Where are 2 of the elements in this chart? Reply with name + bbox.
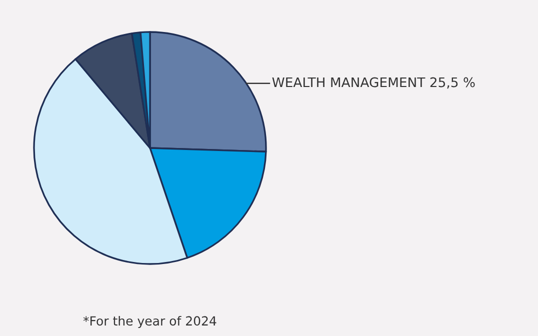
text: *For the year of 2024 xyxy=(83,316,216,328)
slice-label: WEALTH MANAGEMENT 25,5 % xyxy=(272,77,475,89)
